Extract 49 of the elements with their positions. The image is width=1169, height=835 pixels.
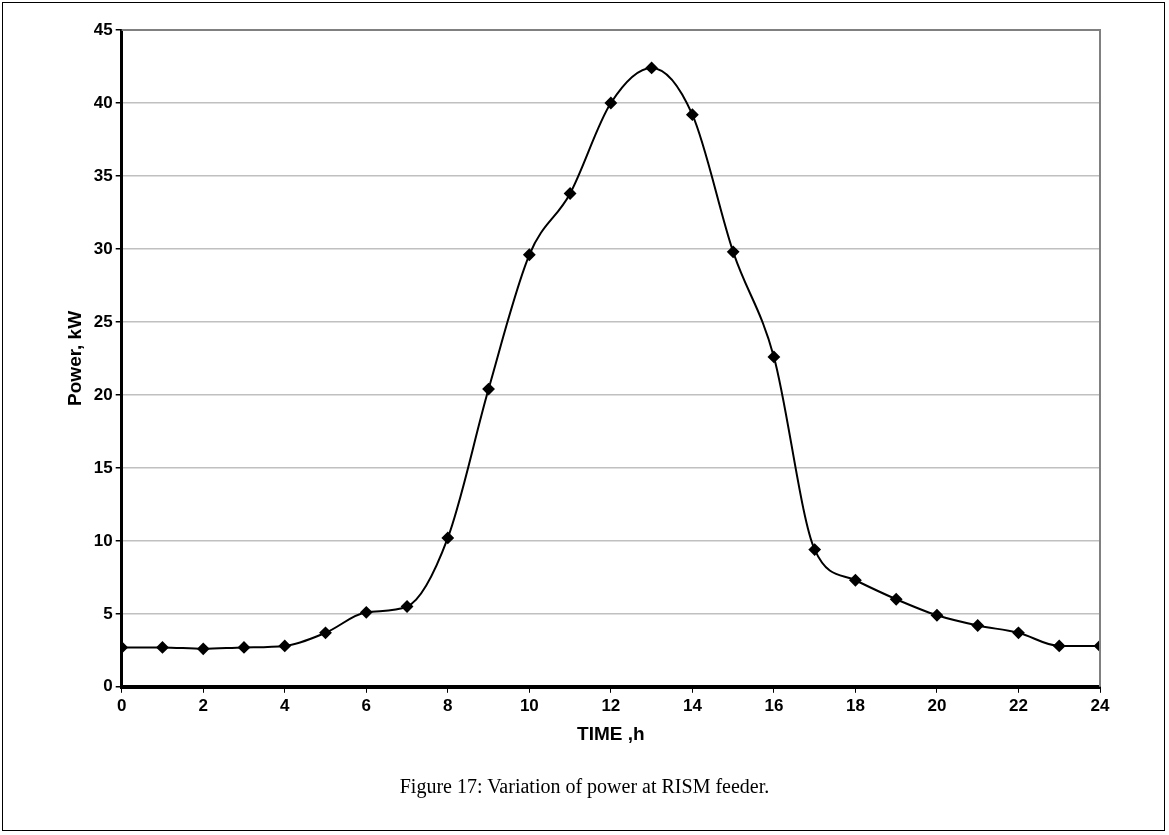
point	[645, 61, 658, 74]
x-tick-label: 18	[845, 695, 865, 715]
x-tick-label: 22	[1009, 695, 1028, 715]
point	[686, 108, 699, 121]
y-tick-label: 5	[103, 603, 113, 623]
y-tick-label: 40	[93, 92, 113, 112]
point	[238, 641, 250, 654]
y-tick-label: 30	[93, 238, 113, 258]
point	[890, 593, 903, 606]
x-tick-label: 8	[443, 695, 453, 715]
point	[197, 642, 210, 655]
y-axis-title: Power, kW	[63, 310, 85, 406]
x-tick-label: 16	[764, 695, 784, 715]
x-tick-label: 4	[280, 695, 291, 715]
point	[278, 639, 291, 652]
point	[1053, 639, 1066, 652]
x-tick-label: 14	[682, 695, 703, 715]
x-tick-label: 12	[601, 695, 621, 715]
point	[401, 600, 414, 613]
point	[156, 641, 169, 654]
point	[1012, 626, 1025, 639]
point	[727, 245, 740, 258]
y-tick-label: 45	[93, 19, 113, 39]
point	[360, 606, 373, 619]
y-tick-label: 15	[93, 457, 113, 477]
y-tick-label: 20	[93, 384, 113, 404]
point	[482, 383, 495, 396]
point	[564, 187, 577, 200]
point	[971, 619, 984, 632]
x-tick-label: 2	[198, 695, 208, 715]
caption: Figure 17: Variation of power at RISM feeder.	[398, 775, 771, 798]
point	[319, 626, 332, 639]
x-tick-label: 20	[927, 695, 947, 715]
y-tick-label: 35	[93, 165, 113, 185]
point	[441, 531, 454, 544]
point	[930, 609, 943, 622]
y-tick-label: 10	[93, 530, 113, 550]
x-tick-label: 10	[519, 695, 539, 715]
point	[604, 96, 617, 109]
y-tick-label: 0	[103, 676, 113, 696]
x-tick-label: 6	[361, 695, 372, 715]
point	[523, 248, 536, 261]
point	[808, 543, 821, 556]
x-axis-title: TIME ,h	[577, 722, 645, 744]
y-tick-label: 25	[93, 311, 113, 331]
x-tick-label: 0	[116, 695, 127, 715]
point	[849, 574, 862, 587]
point	[767, 350, 780, 363]
x-tick-label: 24	[1090, 695, 1110, 715]
